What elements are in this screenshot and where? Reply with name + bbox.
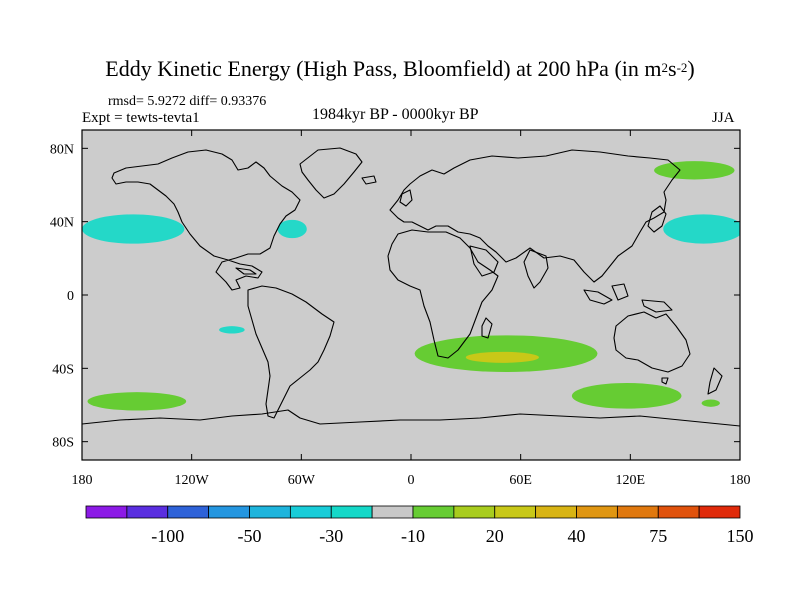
- colorbar-swatch: [85, 505, 128, 519]
- colorbar-swatch: [330, 505, 373, 519]
- coast-indonesia: [583, 289, 613, 305]
- season-label: JJA: [712, 110, 735, 126]
- colorbar-swatch: [698, 505, 741, 519]
- colorbar-label: -100: [151, 526, 184, 546]
- lat-tick-label: 40N: [50, 216, 74, 231]
- colorbar-swatch: [616, 505, 659, 519]
- anomaly-south-pacific-small: [219, 326, 245, 334]
- lat-tick-label: 80N: [50, 142, 74, 157]
- colorbar-swatch: [249, 505, 291, 519]
- stats-line: rmsd= 5.9272 diff= 0.93376: [108, 94, 267, 109]
- coast-japan: [647, 205, 667, 233]
- colorbar-label: -10: [401, 526, 425, 546]
- colorbar-swatch: [494, 505, 537, 519]
- coast-madagascar: [481, 317, 493, 339]
- coastlines: [82, 147, 740, 427]
- lon-tick-label: 180: [730, 473, 751, 488]
- coast-new-guinea: [641, 299, 673, 313]
- lat-tick-label: 80S: [52, 436, 74, 451]
- anomaly-layer: [82, 161, 740, 411]
- anomaly-north-atlantic: [277, 219, 307, 239]
- lon-tick-label: 120E: [616, 473, 646, 488]
- coast-tasmania: [661, 377, 669, 385]
- map-axes: 180 120W 60W 0 60E 120E 180 80N 40N 0 40S 80S: [50, 130, 751, 488]
- colorbar-swatch: [208, 505, 250, 519]
- map-title: Eddy Kinetic Energy (High Pass, Bloomfie…: [105, 56, 695, 81]
- colorbar: -100 -50 -30 -10 20 40 75 150: [85, 505, 754, 546]
- colorbar-label: -30: [319, 526, 343, 546]
- colorbar-swatch: [371, 505, 414, 519]
- coast-south-america: [247, 285, 335, 419]
- colorbar-label: -50: [238, 526, 262, 546]
- coast-iceland: [361, 175, 377, 185]
- lat-tick-label: 0: [67, 289, 74, 304]
- coast-cuba: [235, 267, 257, 275]
- coast-uk: [399, 189, 413, 207]
- diff-value: 0.93376: [220, 94, 267, 109]
- colorbar-swatch: [576, 505, 618, 519]
- lon-tick-label: 120W: [175, 473, 210, 488]
- lon-tick-label: 180: [72, 473, 93, 488]
- colorbar-swatch: [657, 505, 700, 519]
- experiment-label: Expt = tewts-tevta1: [82, 110, 200, 126]
- ocean-background: [82, 130, 740, 460]
- colorbar-swatch: [167, 505, 210, 519]
- colorbar-swatch: [412, 505, 455, 519]
- anomaly-north-pacific-east: [82, 214, 185, 244]
- coast-borneo: [611, 283, 629, 301]
- anomaly-north-pacific-west: [663, 214, 740, 244]
- colorbar-swatch: [126, 505, 169, 519]
- rmsd-value: 5.9272: [147, 94, 186, 109]
- anomaly-south-indian-ocean-core: [465, 351, 539, 363]
- colorbar-swatch: [535, 505, 577, 519]
- anomaly-north-pacific-arctic: [654, 161, 735, 180]
- colorbar-label: 40: [568, 526, 586, 546]
- anomaly-southwest-pacific-small: [701, 399, 720, 407]
- coast-greenland: [299, 147, 363, 199]
- period-label: 1984kyr BP - 0000kyr BP: [312, 106, 479, 123]
- colorbar-label: 20: [486, 526, 504, 546]
- coast-arabia: [469, 245, 499, 277]
- coast-india: [523, 249, 549, 289]
- colorbar-swatch: [289, 505, 332, 519]
- lon-tick-label: 60E: [509, 473, 532, 488]
- colorbar-swatch: [453, 505, 496, 519]
- lat-tick-label: 40S: [52, 362, 74, 377]
- colorbar-label: 150: [727, 526, 754, 546]
- coast-australia: [613, 311, 691, 373]
- coast-eurasia: [389, 149, 681, 283]
- colorbar-label: 75: [649, 526, 667, 546]
- coast-new-zealand: [707, 367, 723, 395]
- coast-africa: [387, 229, 499, 359]
- lon-tick-label: 0: [408, 473, 415, 488]
- coast-north-america: [111, 149, 301, 291]
- anomaly-south-of-australia: [571, 383, 682, 409]
- lon-tick-label: 60W: [288, 473, 316, 488]
- coast-antarctica: [82, 409, 740, 427]
- anomaly-south-pacific-west: [87, 392, 187, 411]
